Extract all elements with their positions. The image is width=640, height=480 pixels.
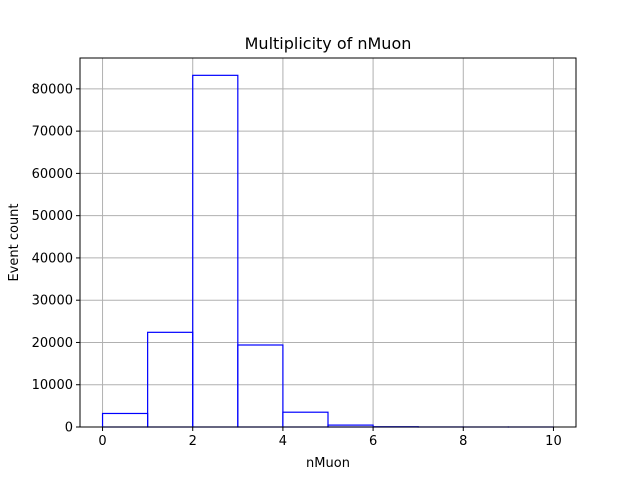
histogram-bin: [282, 411, 329, 428]
y-tick-label: 50000: [32, 209, 73, 224]
x-axis-label: nMuon: [306, 456, 350, 471]
y-tick-label: 70000: [32, 125, 73, 140]
chart-title: Multiplicity of nMuon: [245, 34, 412, 53]
y-tick-label: 0: [65, 421, 73, 436]
histogram-bin: [192, 74, 239, 428]
y-tick-label: 30000: [32, 294, 73, 309]
histogram-bin: [237, 344, 284, 428]
grid: [80, 58, 576, 428]
x-tick-label: 8: [459, 434, 467, 449]
x-tick-label: 10: [545, 434, 562, 449]
y-axis-ticks: 0 10000 20000 30000 40000 50000 60000 70000 8000…: [32, 82, 80, 436]
y-tick-label: 20000: [32, 336, 73, 351]
histogram-bin: [101, 412, 149, 428]
x-tick-label: 2: [189, 434, 197, 449]
y-tick-label: 40000: [32, 251, 73, 266]
y-axis-label: Event count: [7, 203, 22, 281]
plot-frame: [79, 57, 577, 428]
y-tick-label: 80000: [32, 82, 73, 97]
histogram: [101, 74, 555, 428]
y-tick-label: 60000: [32, 167, 73, 182]
x-axis-ticks: 0 2 4 6 8 10: [98, 427, 562, 449]
histogram-bin: [147, 331, 194, 428]
x-tick-label: 6: [369, 434, 377, 449]
y-tick-label: 10000: [32, 378, 73, 393]
x-tick-label: 4: [279, 434, 287, 449]
x-tick-label: 0: [98, 434, 106, 449]
